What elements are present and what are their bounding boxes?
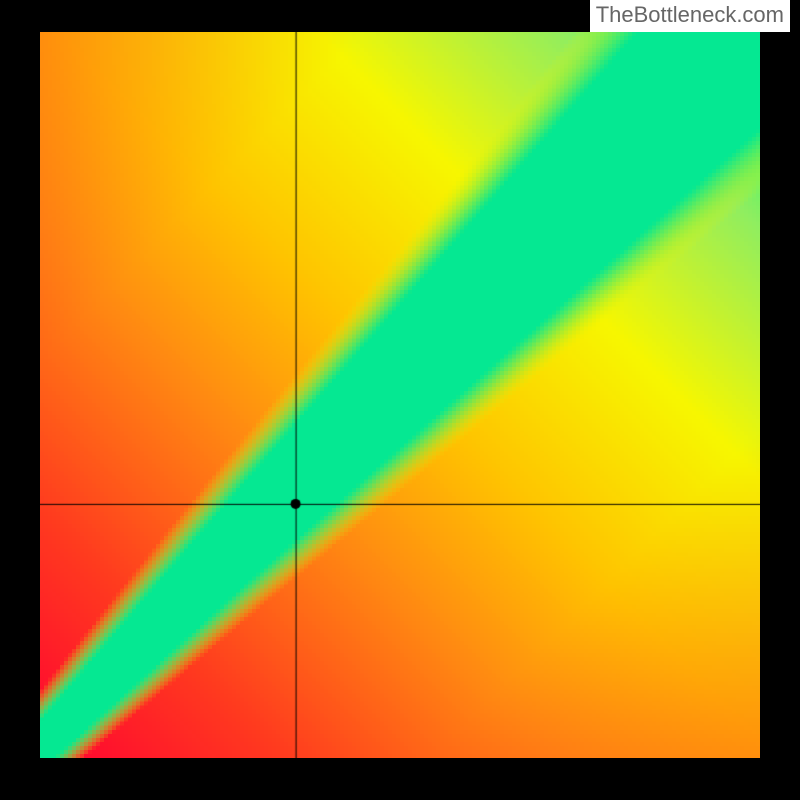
chart-container: TheBottleneck.com [0, 0, 800, 800]
heatmap-canvas [40, 32, 760, 758]
watermark-label: TheBottleneck.com [590, 0, 790, 32]
